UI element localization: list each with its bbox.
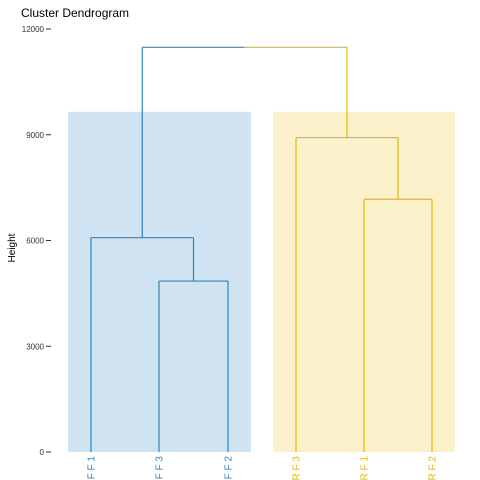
leaf-label-rf3: R F 3 (292, 456, 303, 480)
chart-title: Cluster Dendrogram (21, 6, 129, 20)
leaf-label-rf1: R F 1 (360, 456, 371, 480)
dendrogram-links (90, 46, 433, 452)
y-tick-label: 6000 (26, 237, 44, 246)
y-tick-label: 3000 (26, 342, 44, 351)
y-axis: 0 3000 6000 9000 12000 (22, 25, 51, 457)
y-tick-label: 9000 (26, 131, 44, 140)
leaf-label-ff2: F F 2 (224, 456, 235, 480)
leaf-label-ff3: F F 3 (155, 456, 166, 480)
leaf-labels: F F 1 F F 3 F F 2 R F 3 R F 1 R F 2 (87, 456, 439, 480)
y-tick-label: 12000 (22, 25, 45, 34)
y-tick-label: 0 (40, 448, 45, 457)
leaf-label-ff1: F F 1 (87, 456, 98, 480)
leaf-label-rf2: R F 2 (428, 456, 439, 480)
y-axis-label: Height (7, 233, 18, 262)
cluster-rectangles (68, 111, 455, 453)
